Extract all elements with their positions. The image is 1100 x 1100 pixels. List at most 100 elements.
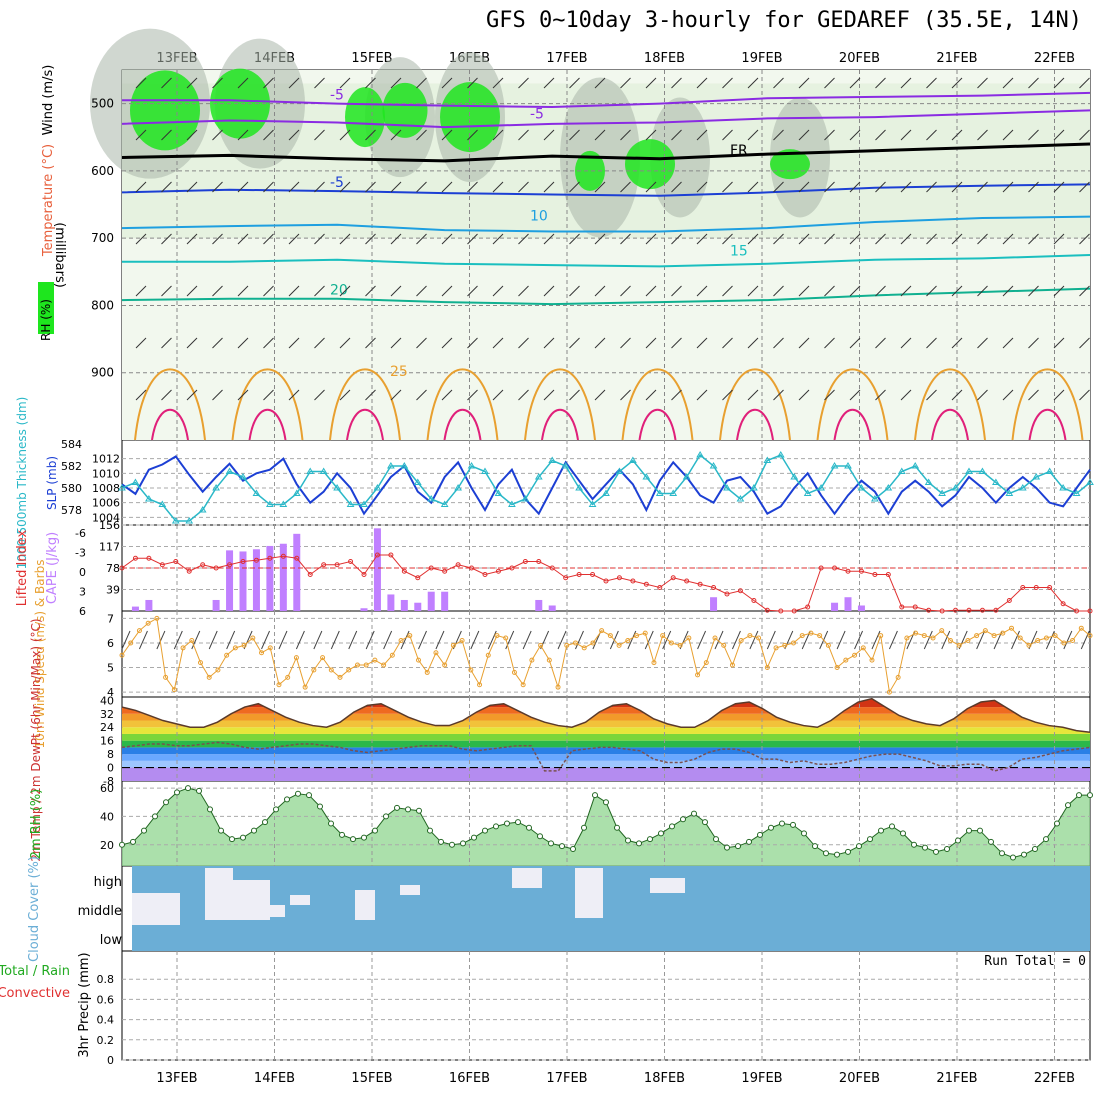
thickness-marker <box>938 489 946 496</box>
rh2m-marker <box>295 790 301 797</box>
rh2m-marker <box>680 816 686 823</box>
rh2m-marker <box>570 846 576 852</box>
rh2m-panel: 20 40 60 2m RH (%) <box>29 781 1093 866</box>
wind10m-barb <box>400 630 410 650</box>
rh2m-marker <box>702 819 708 826</box>
lifted-index-marker <box>321 562 327 568</box>
lifted-index-marker <box>186 568 192 574</box>
thickness-marker <box>911 462 920 469</box>
cloud-block <box>355 890 375 920</box>
rh2m-marker <box>812 843 818 850</box>
panel-frame-wind <box>121 610 1091 698</box>
wind10m-marker <box>817 633 823 639</box>
wind-barb <box>314 77 325 89</box>
precip-panel: 0 0.2 0.4 0.6 0.8 Run Total = 0 Total / Rain Co… <box>0 951 1090 1067</box>
lifted-index-marker <box>832 565 838 571</box>
rh-green-blob <box>130 70 200 151</box>
wind-barb <box>951 285 963 297</box>
wind-barb <box>314 233 325 245</box>
wind-barb <box>798 285 810 297</box>
precip-tick-label: 0.8 <box>97 973 115 986</box>
wind10m-barb <box>923 630 933 650</box>
wind10m-marker <box>782 642 788 648</box>
lifted-index-axis-label: Lifted Index <box>15 529 30 606</box>
wind-barb <box>1002 389 1014 401</box>
wind-barb <box>135 129 147 141</box>
lifted-index-marker <box>240 559 246 564</box>
wind10m-marker <box>974 633 980 639</box>
wind-barb <box>747 337 759 349</box>
wind-barb <box>390 285 402 297</box>
wind-barb <box>135 233 147 245</box>
cloud-level-label: high <box>94 875 122 890</box>
wind-barb <box>875 77 886 89</box>
wind10m-marker <box>180 645 186 651</box>
wind10m-barb <box>470 630 480 650</box>
wind10m-marker <box>790 640 796 646</box>
wind-barb <box>798 389 810 401</box>
rh2m-marker <box>779 820 785 827</box>
wind-barb <box>645 77 657 89</box>
thickness-marker <box>763 456 772 463</box>
wind-barb <box>1053 389 1065 401</box>
wind10m-barb <box>278 630 288 650</box>
wind-barb <box>237 181 249 193</box>
wind-barb <box>186 389 198 401</box>
wind-barb <box>467 233 478 245</box>
wind-barb <box>824 77 835 89</box>
wind-barb <box>977 389 988 401</box>
wind-barb <box>900 389 912 401</box>
wind-barb <box>722 233 733 245</box>
boundary-layer-contour <box>914 368 986 441</box>
rh2m-marker <box>185 785 191 792</box>
lifted-index-marker <box>455 562 461 568</box>
lifted-index-marker <box>1060 601 1066 607</box>
wind-barb <box>569 77 580 89</box>
wind10m-barb <box>731 630 741 650</box>
wind-barb <box>212 77 223 89</box>
rh2m-marker <box>1010 854 1016 861</box>
lifted-index-marker <box>428 565 434 571</box>
rh2m-marker <box>262 819 268 826</box>
wind-barb <box>569 285 580 297</box>
value-tick-label: 5 <box>107 662 114 675</box>
wind10m-marker <box>128 640 134 646</box>
cape-axis-label: CAPE (J/kg) <box>45 532 60 604</box>
rh2m-marker <box>636 840 642 847</box>
wind-barb <box>1028 233 1039 245</box>
wind-barb <box>416 77 427 89</box>
rh-green-blob <box>210 68 270 139</box>
lifted-index-tick-label: -3 <box>75 547 86 560</box>
wind10m-marker <box>372 657 378 663</box>
cape-bar <box>266 545 274 611</box>
pressure-axis-label: (millibars) <box>52 222 67 288</box>
wind-barb <box>543 233 555 245</box>
lifted-index-marker <box>764 607 770 613</box>
wind10m-marker <box>1052 633 1058 639</box>
wind-barb <box>747 129 759 141</box>
cape-bar <box>441 591 449 611</box>
thickness-tick-label: 578 <box>61 504 82 517</box>
rh2m-marker <box>405 806 411 813</box>
wind-barb <box>798 337 810 349</box>
wind10m-marker <box>503 635 509 641</box>
bottom-date-label: 15FEB <box>351 1071 392 1086</box>
top-date-label: 18FEB <box>644 51 685 66</box>
wind-barb <box>263 285 274 297</box>
top-date-label: 17FEB <box>546 51 587 66</box>
temp-band <box>122 740 1090 748</box>
precip-tick-label: 0 <box>107 1054 114 1067</box>
wind10m-marker <box>1061 640 1067 646</box>
wind-barb <box>263 389 274 401</box>
rh2m-marker <box>746 838 752 845</box>
wind10m-marker <box>843 657 849 663</box>
wind10m-barb <box>1011 630 1020 650</box>
temp-band <box>122 720 1090 728</box>
wind10m-marker <box>747 633 753 639</box>
rh2m-marker <box>1054 820 1060 827</box>
rh2m-marker <box>790 821 796 828</box>
wind10m-marker <box>311 667 317 673</box>
wind-barb <box>671 233 682 245</box>
wind-barb <box>671 389 682 401</box>
